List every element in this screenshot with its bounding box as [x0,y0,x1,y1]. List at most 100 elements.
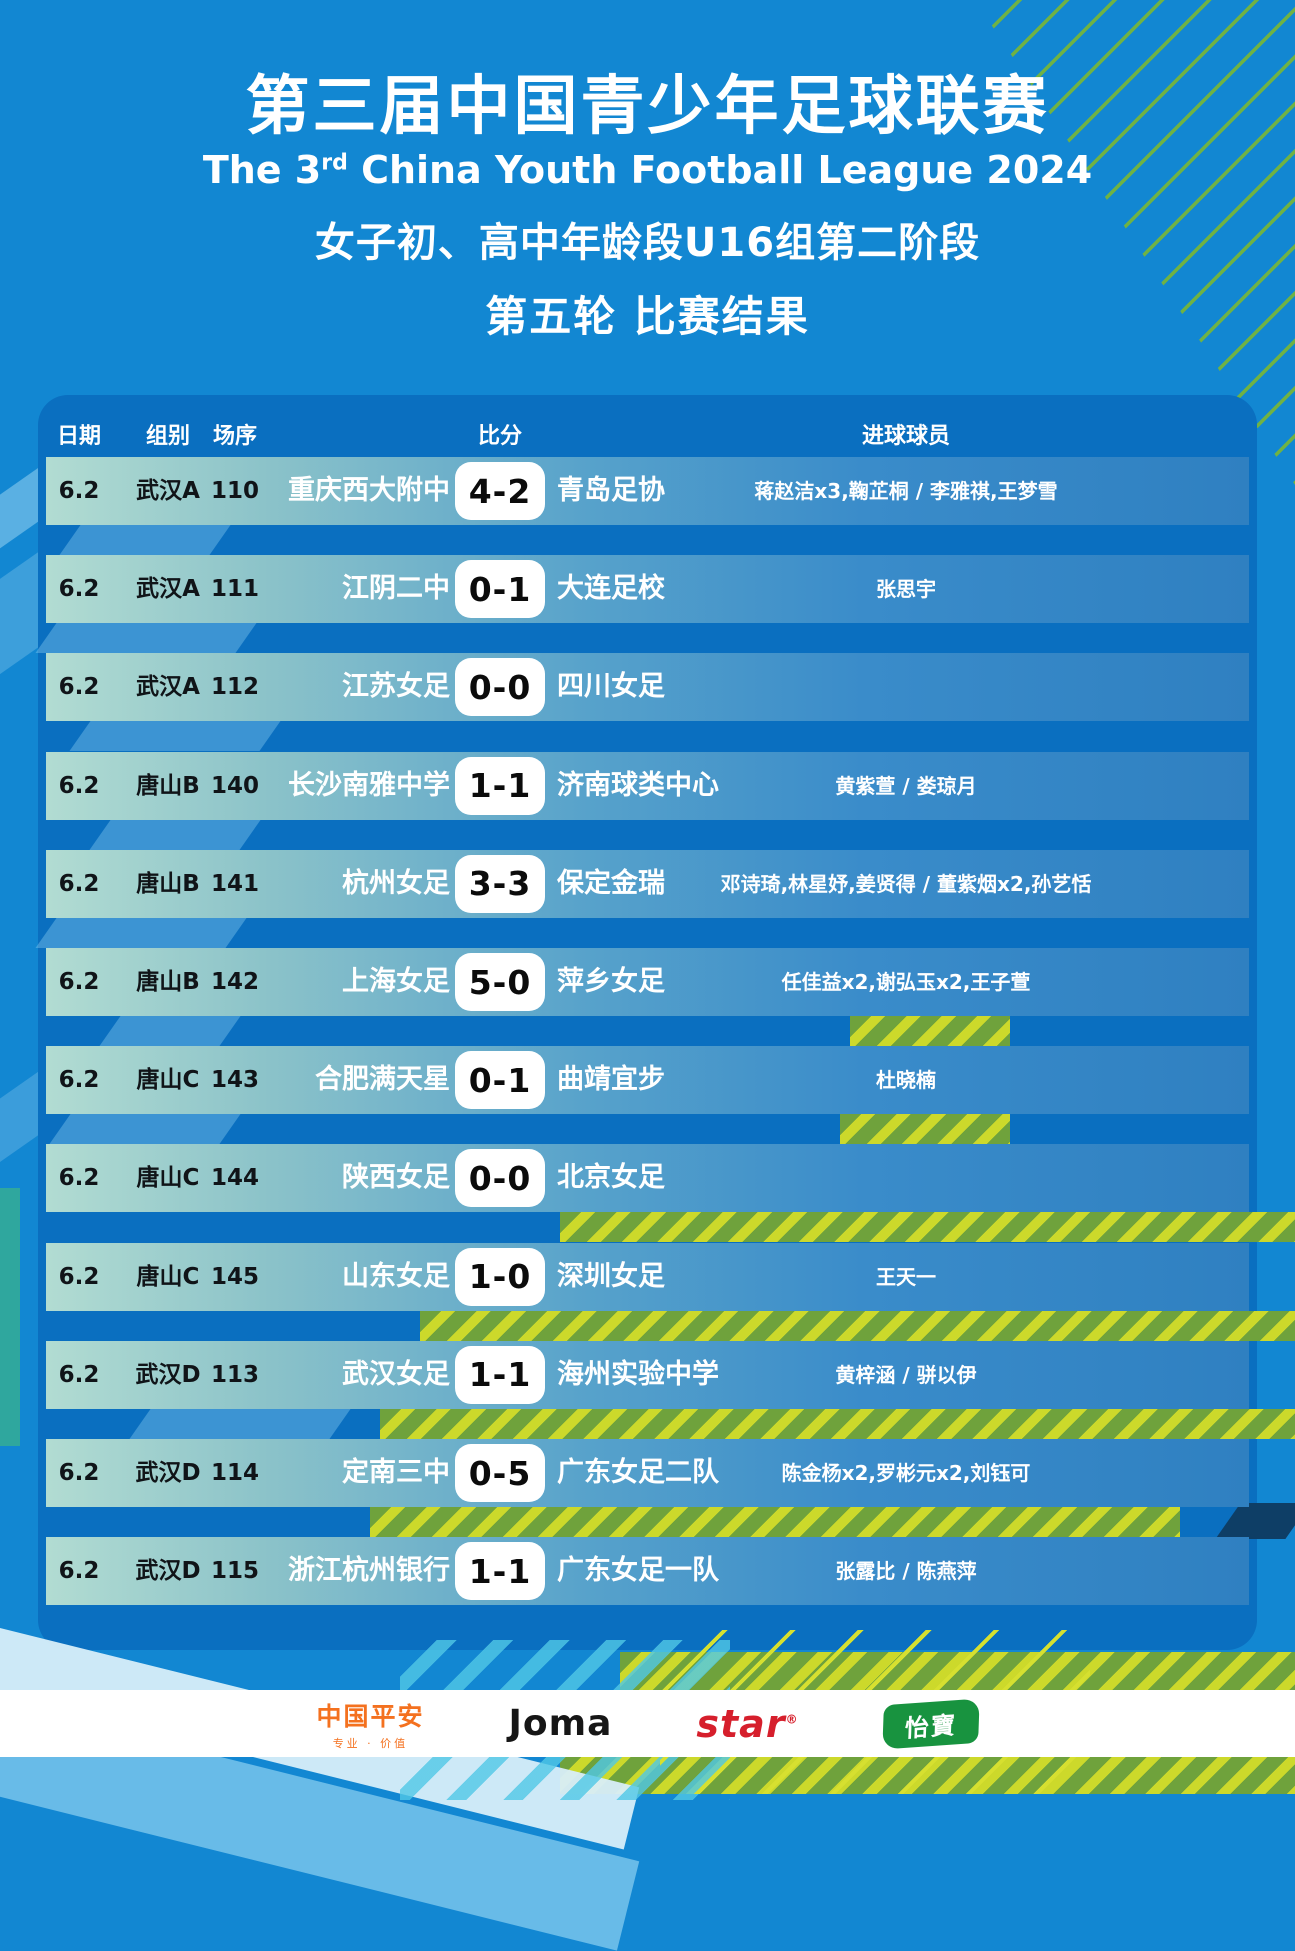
result-row: 6.2 武汉D 115 浙江杭州银行 1-1 广东女足一队 张露比 / 陈燕萍 [46,1537,1249,1606]
result-row: 6.2 武汉A 112 江苏女足 0-0 四川女足 [46,653,1249,722]
cestbon-logo-text: 怡寶 [904,1710,957,1742]
away-team-name: 广东女足二队 [557,1457,719,1488]
star-logo-word: star [696,1701,786,1746]
column-header-scorers: 进球球员 [861,424,950,449]
result-row: 6.2 唐山C 144 陕西女足 0-0 北京女足 [46,1144,1249,1213]
joma-logo-text: Joma [508,1703,613,1744]
goal-scorers: 蒋赵洁x3,鞠芷桐 / 李雅祺,王梦雪 [754,479,1058,503]
home-team-name: 合肥满天星 [315,1064,450,1096]
page-title-chinese: 第三届中国青少年足球联赛 [245,70,1050,144]
score-badge: 1-1 [455,1345,545,1404]
row-group: 唐山C [136,1263,200,1290]
cestbon-flag: 怡寶 [881,1698,980,1749]
row-date: 6.2 [58,1460,100,1486]
pingan-logo-text: 中国平安 [316,1701,425,1731]
result-row: 6.2 唐山C 145 山东女足 1-0 深圳女足 王天一 [46,1242,1249,1311]
score-badge: 5-0 [455,953,545,1011]
row-date: 6.2 [58,1263,100,1290]
row-date: 6.2 [58,1361,100,1388]
score-badge: 1-0 [455,1247,545,1306]
away-team-name: 青岛足协 [557,475,665,506]
home-team-name: 定南三中 [342,1457,450,1488]
result-row: 6.2 唐山B 140 长沙南雅中学 1-1 济南球类中心 黄紫萱 / 娄琼月 [46,751,1249,820]
score-badge: 1-1 [455,756,545,815]
result-row: 6.2 唐山C 143 合肥满天星 0-1 曲靖宜步 杜晓楠 [46,1046,1249,1115]
row-date: 6.2 [58,969,100,995]
row-match-no: 115 [210,1558,259,1585]
goal-scorers: 陈金杨x2,罗彬元x2,刘钰可 [781,1461,1031,1485]
row-date: 6.2 [58,478,100,504]
result-row: 6.2 武汉D 113 武汉女足 1-1 海州实验中学 黄梓涵 / 骈以伊 [46,1340,1249,1409]
result-row: 6.2 唐山B 142 上海女足 5-0 萍乡女足 任佳益x2,谢弘玉x2,王子… [46,948,1249,1016]
row-match-no: 110 [210,478,259,504]
row-group: 武汉A [136,478,200,504]
result-row: 6.2 武汉A 110 重庆西大附中 4-2 青岛足协 蒋赵洁x3,鞠芷桐 / … [46,457,1249,525]
goal-scorers [686,1144,1126,1212]
away-team-name: 四川女足 [557,671,665,703]
away-team-name: 北京女足 [557,1162,665,1194]
row-group: 武汉D [135,1558,201,1585]
hazard-stripes-decoration [560,1212,1295,1242]
hazard-stripes-decoration [420,1311,1295,1341]
column-header-date: 日期 [56,424,101,449]
away-team-name: 广东女足一队 [557,1555,719,1587]
joma-logo: Joma [508,1703,612,1744]
goal-scorers: 任佳益x2,谢弘玉x2,王子萱 [781,970,1031,994]
row-group: 唐山B [136,969,200,995]
row-group: 唐山C [136,1165,200,1192]
hazard-stripes-decoration [850,1016,1010,1046]
goal-scorers: 邓诗琦,林星妤,姜贤得 / 董紫烟x2,孙艺恬 [720,871,1092,896]
row-match-no: 142 [210,969,259,995]
away-team-name: 深圳女足 [557,1260,665,1292]
page-title-english: The 3rd China Youth Football League 2024 [0,148,1295,192]
row-group: 唐山B [136,772,200,799]
score-badge: 0-1 [455,560,545,619]
hazard-stripes-decoration [380,1409,1295,1439]
row-date: 6.2 [58,1558,100,1585]
results-rows: 日期 组别 场序 比分 进球球员 6.2 武汉A 110 重庆西大附中 4-2 … [38,395,1257,1650]
score-badge: 0-5 [455,1444,545,1502]
row-date: 6.2 [58,576,100,603]
goal-scorers: 黄梓涵 / 骈以伊 [835,1362,977,1387]
row-match-no: 144 [210,1165,259,1192]
home-team-name: 江阴二中 [342,573,450,605]
away-team-name: 曲靖宜步 [557,1064,665,1096]
hazard-stripes-decoration [840,1114,1010,1144]
row-group: 武汉A [136,576,200,603]
away-team-name: 萍乡女足 [557,966,665,997]
title-en-ordinal: rd [321,150,348,176]
home-team-name: 杭州女足 [342,867,450,899]
column-header-score: 比分 [477,424,522,449]
star-trademark: ® [785,1711,799,1726]
column-header-match-no: 场序 [212,424,257,449]
home-team-name: 重庆西大附中 [288,475,450,506]
goal-scorers: 张露比 / 陈燕萍 [835,1559,977,1584]
pingan-tagline: 专业 · 价值 [332,1736,409,1750]
result-row: 6.2 武汉D 114 定南三中 0-5 广东女足二队 陈金杨x2,罗彬元x2,… [46,1439,1249,1507]
score-badge: 0-1 [455,1051,545,1110]
row-match-no: 112 [210,674,259,701]
score-badge: 4-2 [455,462,545,520]
away-team-name: 大连足校 [557,573,665,605]
row-date: 6.2 [58,674,100,701]
hazard-stripes-decoration [370,1507,1180,1537]
row-group: 武汉A [136,674,200,701]
away-team-name: 海州实验中学 [557,1358,719,1390]
row-group: 唐山B [136,870,200,897]
round-results-title: 第五轮 比赛结果 [485,292,810,341]
home-team-name: 山东女足 [342,1260,450,1292]
row-match-no: 111 [210,576,259,603]
cestbon-logo: 怡寶 [881,1698,980,1749]
score-badge: 0-0 [455,658,545,717]
home-team-name: 浙江杭州银行 [288,1555,450,1587]
row-match-no: 140 [210,772,259,799]
star-logo-text: star® [696,1702,798,1746]
results-column-header: 日期 组别 场序 比分 进球球员 [46,422,1249,452]
title-en-pre: The 3 [202,148,322,192]
home-team-name: 武汉女足 [342,1358,450,1390]
goal-scorers [686,653,1126,721]
away-team-name: 保定金瑞 [557,867,665,899]
row-match-no: 114 [210,1460,259,1486]
row-group: 武汉D [135,1460,201,1486]
home-team-name: 陕西女足 [342,1162,450,1194]
